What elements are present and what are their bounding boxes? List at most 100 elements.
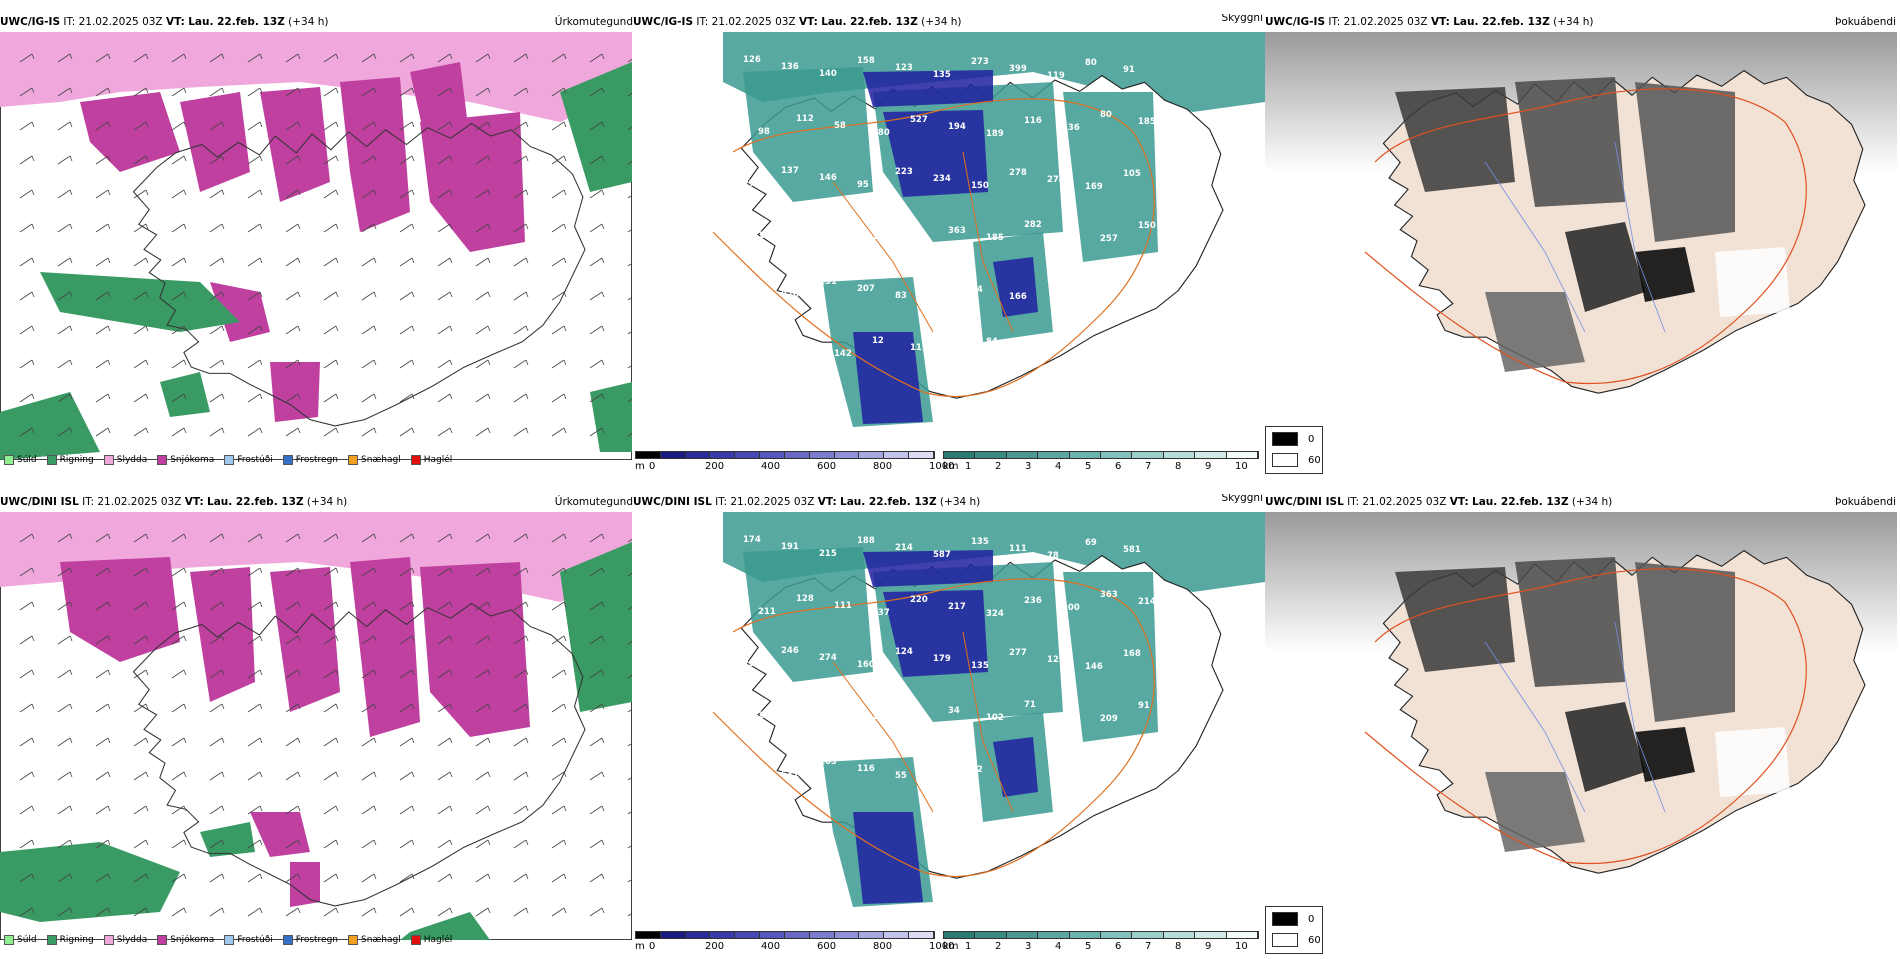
cloud-base-label: 32 (1100, 338, 1112, 348)
precip-type-panel: UWC/IG-IS IT: 21.02.2025 03Z VT: Lau. 22… (0, 14, 635, 479)
colorbar-tick: 800 (873, 941, 893, 952)
cloud-map[interactable]: 126 136 140 158 123 135 273 399 119 80 91 98 112 58 18… (633, 32, 1265, 442)
colorbar-tick: 1000 (929, 461, 955, 472)
cloud-base-label: 138 (872, 232, 890, 242)
fog-tick: 60 (1308, 934, 1321, 946)
legend-swatch (410, 455, 421, 465)
cloud-base-label: 51 (1062, 331, 1074, 341)
cloud-base-label: 282 (1024, 220, 1042, 230)
colorbar-tick: 400 (761, 461, 781, 472)
cloud-base-label: 80 (1100, 110, 1112, 120)
legend-item: Frostúði (224, 935, 273, 945)
cloud-base-label: 119 (1047, 71, 1065, 81)
cloud-base-label: 363 (948, 226, 966, 236)
colorbar-tick: 7 (1145, 461, 1152, 472)
colorbar-unit: km (943, 461, 959, 472)
cloud-base-label: 124 (895, 647, 913, 657)
colorbar-tick: 400 (761, 941, 781, 952)
fog-tick: 60 (1308, 454, 1321, 466)
panel-title: Úrkomutegund (554, 496, 633, 508)
legend-label: Súld (17, 935, 37, 945)
cloud-base-label: 163 (819, 757, 837, 767)
cloud-base-label: 34 (948, 706, 960, 716)
fog-legend: 0 60 (1265, 906, 1323, 954)
cloud-base-label: 200 (1062, 603, 1080, 613)
legend-swatch (4, 455, 14, 465)
fog-swatch-light (1272, 453, 1298, 467)
fog-swatch-light (1272, 933, 1298, 947)
cloud-base-label: 69 (1085, 538, 1097, 548)
cloud-base-label: 169 (1085, 182, 1103, 192)
legend-swatch (46, 935, 57, 945)
panel-title: Þokuábendi (1835, 16, 1896, 28)
colorbar-tick: 800 (873, 461, 893, 472)
colorbar-tick: 1 (965, 461, 972, 472)
cloud-base-label: 66 (948, 330, 960, 340)
cloud-base-label: 581 (1123, 545, 1141, 555)
panel-title: Skyggni (1221, 14, 1264, 24)
cloud-base-label: 450 (796, 718, 814, 728)
fog-tick: 0 (1308, 433, 1315, 445)
cloud-base-label: 214 (895, 543, 913, 553)
colorbar-tick: 4 (1055, 941, 1062, 952)
cloud-base-label: 105 (1123, 169, 1141, 179)
legend-item: Haglél (410, 455, 452, 465)
cloud-base-label: 587 (933, 550, 951, 560)
legend-label: Snæhagl (361, 455, 401, 465)
cloud-map[interactable]: 174 191 215 188 214 587 135 111 78 69 581 211 128 111… (633, 512, 1265, 922)
cloud-base-label: 274 (819, 653, 837, 663)
cloud-base-label: 135 (971, 661, 989, 671)
colorbar-tick: 10 (1235, 941, 1248, 952)
colorbar-tick: 600 (817, 941, 837, 952)
visibility-colorbar: km 1 2 3 4 5 6 7 8 9 10 (943, 451, 1263, 477)
precip-map[interactable] (0, 512, 632, 940)
cloud-base-label: 137 (781, 166, 799, 176)
fog-map[interactable] (1265, 512, 1897, 912)
cloud-base-label: 111 (1009, 544, 1027, 554)
cloud-base-colorbar: m 0 200 400 600 800 1000 (635, 931, 954, 957)
colorbar-tick: 5 (1085, 941, 1092, 952)
cloud-base-label: 137 (1085, 286, 1103, 296)
colorbar-tick: 8 (1175, 941, 1182, 952)
panel-title: Úrkomutegund (554, 16, 633, 28)
cloud-base-label: 277 (1009, 648, 1027, 658)
legend-item: Rigning (46, 455, 94, 465)
colorbar-unit: m (635, 461, 645, 472)
cloud-base-label: 194 (948, 122, 966, 132)
legend-item: Frostregn (282, 455, 338, 465)
legend-item: Frostúði (224, 455, 273, 465)
legend-label: Rigning (59, 935, 94, 945)
cloud-base-label: 73 (1047, 279, 1059, 289)
cloud-base-label: 135 (971, 537, 989, 547)
cloud-base-label: 91 (1123, 65, 1135, 75)
legend-item: Snæhagl (348, 935, 401, 945)
fog-map[interactable] (1265, 32, 1897, 432)
legend-swatch (4, 935, 14, 945)
legend-label: Snjókoma (170, 935, 215, 945)
fog-index-panel: UWC/IG-IS IT: 21.02.2025 03Z VT: Lau. 22… (1265, 14, 1900, 479)
cloud-base-label: 150 (971, 181, 989, 191)
colorbar-tick: 1 (965, 941, 972, 952)
cloud-base-label: 179 (933, 654, 951, 664)
cloud-base-label: 183 (1123, 293, 1141, 303)
precip-map[interactable] (0, 32, 632, 460)
cloud-base-label: 399 (1009, 64, 1027, 74)
legend-swatch (103, 455, 114, 465)
visibility-colorbar: km 1 2 3 4 5 6 7 8 9 10 (943, 931, 1263, 957)
cloud-base-label: 207 (857, 284, 875, 294)
colorbar-tick: 2 (995, 941, 1002, 952)
cloud-base-label: 73 (1024, 344, 1036, 354)
cloud-base-label: 270 (743, 179, 761, 189)
cloud-base-label: 137 (872, 608, 890, 618)
cloud-base-label: 171 (743, 283, 761, 293)
cloud-base-label: 62 (933, 278, 945, 288)
legend-item: Frostregn (282, 935, 338, 945)
cloud-base-label: 135 (933, 70, 951, 80)
cloud-base-label: 58 (834, 121, 846, 131)
cloud-base-label: 324 (986, 609, 1004, 619)
legend-swatch (348, 455, 359, 465)
colorbar-tick: 10 (1235, 461, 1248, 472)
colorbar-tick: 2 (995, 461, 1002, 472)
fog-swatch-dark (1272, 912, 1298, 926)
cloud-base-label: 160 (857, 660, 875, 670)
